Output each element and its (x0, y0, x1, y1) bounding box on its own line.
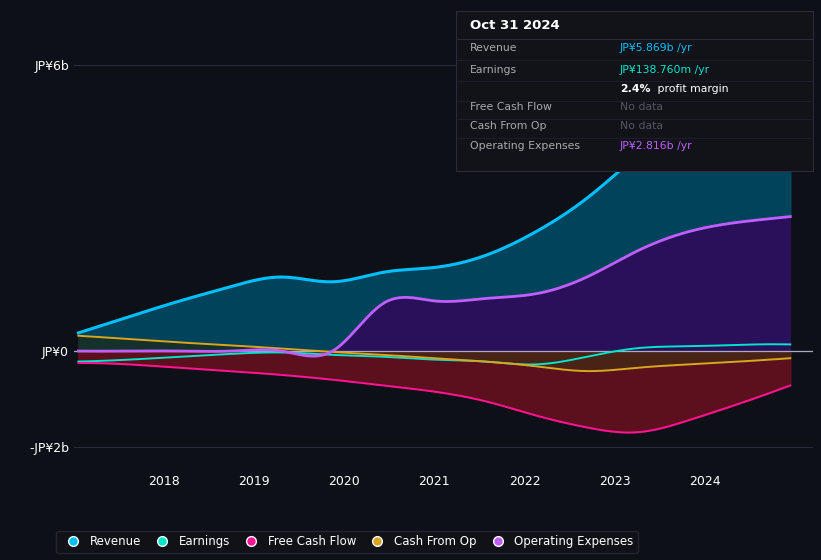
Text: JP¥5.869b /yr: JP¥5.869b /yr (620, 43, 693, 53)
Text: JP¥138.760m /yr: JP¥138.760m /yr (620, 64, 710, 74)
Text: Revenue: Revenue (470, 43, 517, 53)
Text: JP¥2.816b /yr: JP¥2.816b /yr (620, 141, 693, 151)
Text: 2.4%: 2.4% (620, 84, 650, 94)
Text: Earnings: Earnings (470, 64, 517, 74)
Text: Operating Expenses: Operating Expenses (470, 141, 580, 151)
Legend: Revenue, Earnings, Free Cash Flow, Cash From Op, Operating Expenses: Revenue, Earnings, Free Cash Flow, Cash … (57, 530, 638, 553)
Text: Cash From Op: Cash From Op (470, 122, 547, 132)
Text: No data: No data (620, 122, 663, 132)
Text: profit margin: profit margin (654, 84, 728, 94)
Text: Oct 31 2024: Oct 31 2024 (470, 19, 560, 32)
Text: Free Cash Flow: Free Cash Flow (470, 102, 552, 112)
Text: No data: No data (620, 102, 663, 112)
